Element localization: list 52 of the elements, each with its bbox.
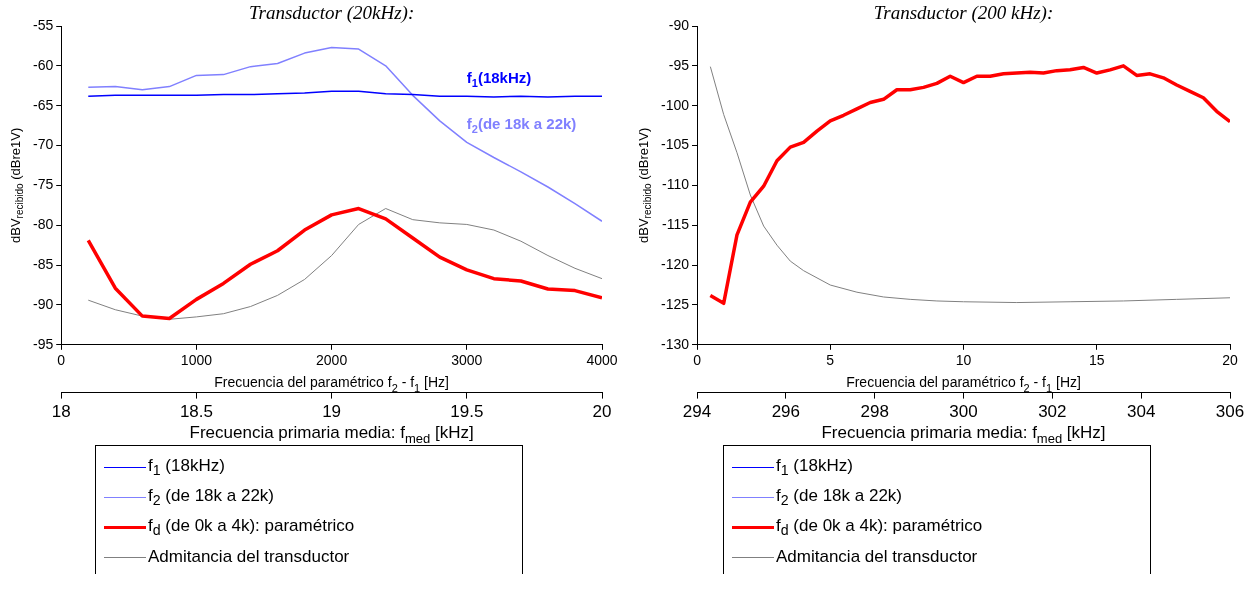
y-tick-label: -110: [662, 176, 690, 193]
y-tick-label: -95: [33, 335, 54, 352]
x-tick-label: 5: [826, 352, 835, 369]
y-tick-label: -105: [660, 136, 690, 153]
x-tick-label: 0: [693, 352, 702, 369]
legend-label: f$_{1}$ (18kHz): [148, 455, 225, 479]
chart-title: Transductor (20kHz):: [249, 2, 415, 24]
x2-tick-label: 20: [592, 402, 612, 422]
x-tick-label: 3000: [451, 352, 483, 369]
y-tick-label: -70: [33, 136, 54, 153]
x2-tick-label: 306: [1215, 402, 1245, 422]
x2-tick-label: 18.5: [179, 402, 213, 422]
x2-tick-label: 296: [771, 402, 801, 422]
y-tick-label: -90: [668, 16, 690, 33]
legend-label: f$_{2}$ (de 18k a 22k): [776, 485, 903, 509]
y-tick-label: -60: [33, 56, 54, 73]
x-tick-label: 4000: [586, 352, 618, 369]
legend-label: Admitancia del transductor: [776, 547, 978, 567]
y-axis-title: dBVrecibido (dBre1V): [635, 127, 654, 244]
x2-tick-label: 304: [1126, 402, 1156, 422]
y-tick-label: -125: [660, 295, 690, 312]
legend-label: f$_{d}$ (de 0k a 4k): paramétrico: [148, 515, 355, 539]
x2-tick-label: 302: [1038, 402, 1067, 422]
y-tick-label: -55: [33, 16, 54, 33]
y-tick-label: -80: [33, 216, 54, 233]
legend-label: Admitancia del transductor: [148, 547, 350, 567]
y-tick-label: -90: [33, 295, 54, 312]
y-tick-label: -75: [33, 176, 54, 193]
y-tick-label: -65: [33, 96, 54, 113]
y-tick-label: -85: [33, 255, 54, 272]
x2-tick-label: 294: [682, 402, 712, 422]
x-tick-label: 1000: [180, 352, 213, 369]
y-tick-label: -130: [660, 335, 690, 352]
legend-label: f$_{1}$ (18kHz): [776, 455, 853, 479]
x-tick-label: 15: [1088, 352, 1105, 369]
y-tick-label: -120: [660, 255, 690, 272]
x-tick-label: 2000: [316, 352, 348, 369]
y-tick-label: -100: [660, 96, 690, 113]
x-tick-label: 0: [57, 352, 66, 369]
x2-tick-label: 300: [949, 402, 978, 422]
legend-label: f$_{2}$ (de 18k a 22k): [148, 485, 275, 509]
y-tick-label: -95: [668, 56, 690, 73]
legend-label: f$_{d}$ (de 0k a 4k): paramétrico: [776, 515, 983, 539]
x-tick-label: 10: [955, 352, 972, 369]
x2-tick-label: 19: [322, 402, 342, 422]
y-tick-label: -115: [662, 216, 690, 233]
y-axis-title: dBVrecibido (dBre1V): [7, 127, 26, 244]
x2-tick-label: 19.5: [450, 402, 484, 422]
x2-tick-label: 18: [51, 402, 71, 422]
x2-tick-label: 298: [860, 402, 889, 422]
x-tick-label: 20: [1222, 352, 1238, 369]
chart-title: Transductor (200 kHz):: [873, 2, 1054, 24]
